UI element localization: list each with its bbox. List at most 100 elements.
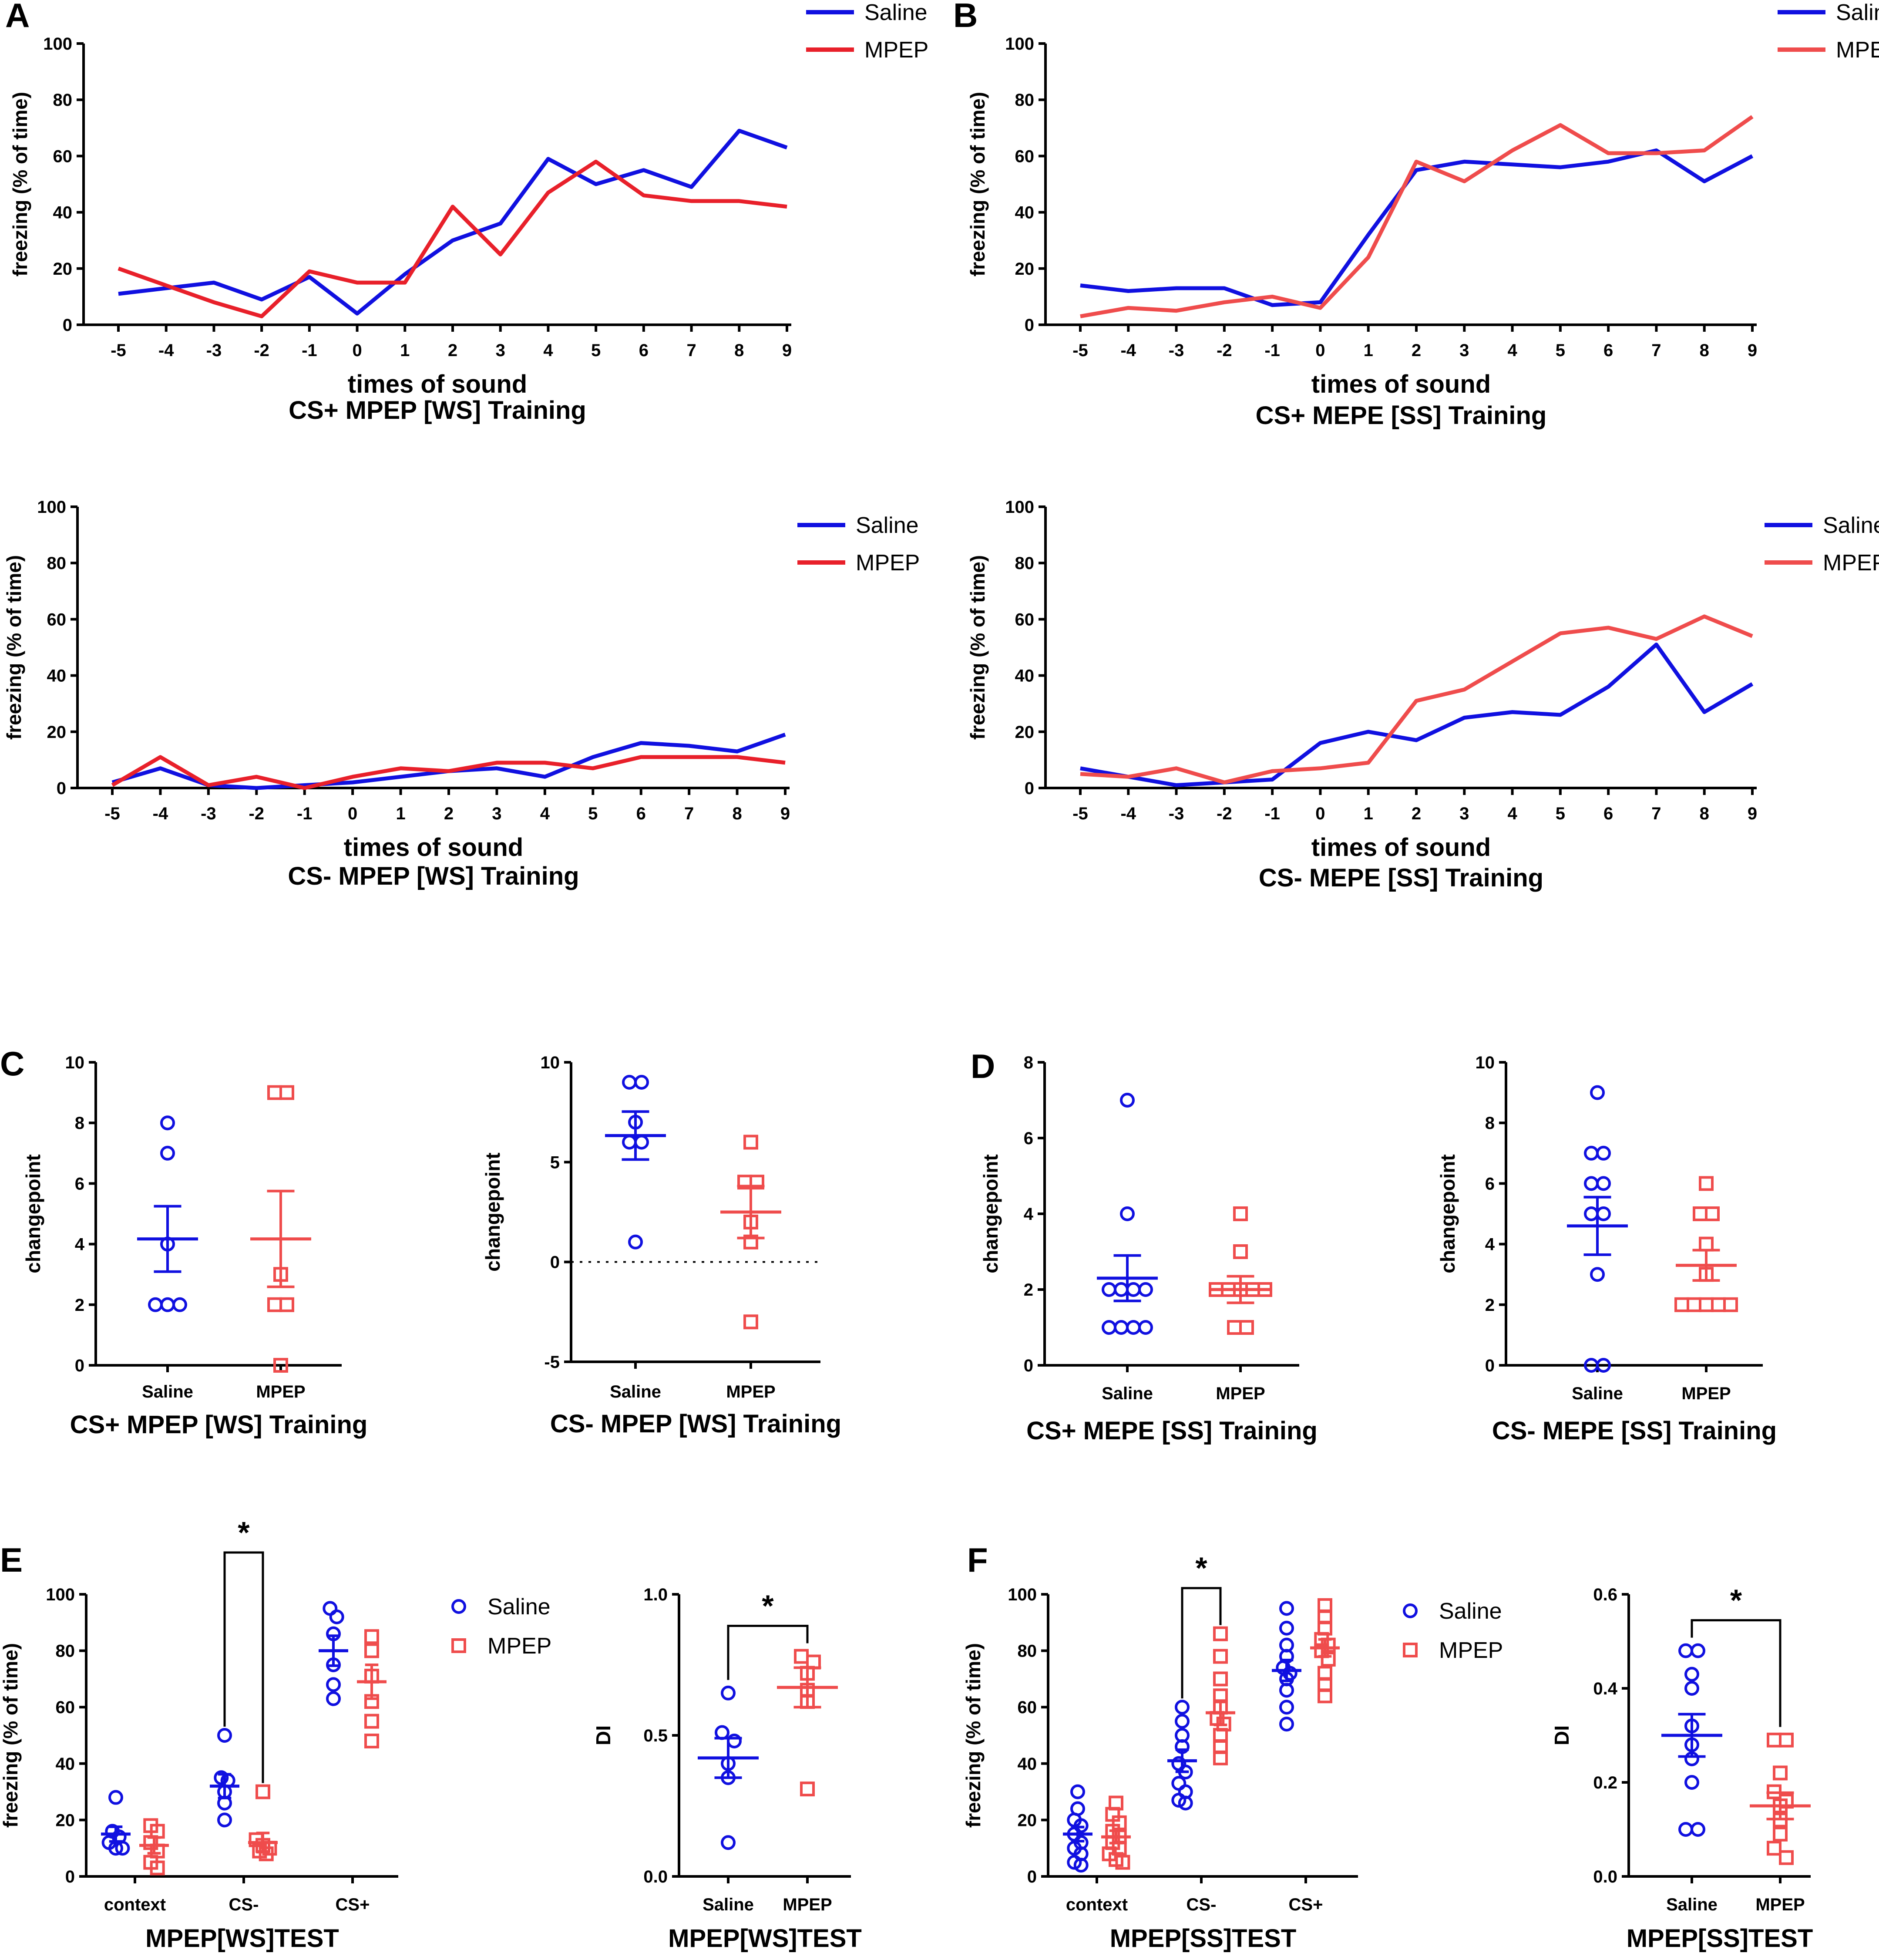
y-tick-label: -5 [544,1353,560,1372]
x-tick-label: 4 [540,804,550,823]
y-tick-label: 0.2 [1593,1773,1617,1792]
x-axis-title: times of sound [1311,370,1491,398]
y-tick-label: 20 [1018,1811,1037,1830]
data-point-square [259,1846,274,1862]
data-point-square [1773,1826,1788,1842]
data-point-square [1321,1652,1336,1667]
y-tick-label: 40 [47,667,67,686]
y-tick-label: 0 [65,1867,75,1886]
legend-label: MPEP [1439,1638,1503,1663]
chart-title: CS+ MEPE [SS] Training [1026,1417,1318,1445]
data-point-circle [1590,1267,1605,1282]
x-tick-label: 1 [400,341,410,360]
data-point-square [1687,1297,1701,1312]
chart-title: CS- MEPE [SS] Training [1259,864,1543,892]
data-point-square [1115,1855,1130,1870]
panel-letter: A [5,0,30,34]
y-axis-title: freezing (% of time) [966,555,989,740]
x-tick-label: 9 [780,804,790,823]
data-point-circle [1596,1206,1611,1221]
data-point-square [1227,1320,1242,1335]
panel-letter: B [953,0,978,34]
y-tick-label: 0 [1024,1356,1033,1375]
panel-letter: C [0,1044,24,1083]
x-tick-label: 3 [1459,804,1469,823]
data-point-square [451,1638,466,1653]
data-point-circle [329,1609,344,1624]
panel-letter: F [967,1541,988,1579]
x-tick-label: 8 [734,341,744,360]
dot-plot-f1: 0 20 40 60 80 100 freezing (% of time) context C… [962,1541,1503,1953]
series-line-saline [1080,643,1754,787]
x-tick-label: -5 [1072,804,1088,823]
legend-label: Saline [1439,1599,1502,1624]
x-tick-label: 9 [782,341,792,360]
y-tick-label: 80 [1015,554,1035,573]
data-point-circle [1279,1601,1294,1616]
legend-label: Saline [864,0,928,25]
x-tick-label: -4 [158,341,174,360]
data-point-circle [217,1812,232,1828]
data-point-circle [1102,1282,1116,1297]
chart-title: CS- MPEP [WS] Training [550,1410,841,1438]
y-tick-label: 80 [53,91,73,110]
data-point-square [255,1784,270,1799]
data-point-circle [1138,1320,1153,1335]
data-point-square [1213,1671,1228,1687]
data-point-circle [622,1074,637,1090]
y-axis-title: freezing (% of time) [962,1643,985,1828]
y-tick-label: 80 [47,554,67,573]
data-point-circle [1596,1176,1611,1191]
chart-title: CS- MEPE [SS] Training [1492,1417,1777,1445]
data-point-circle [1691,1822,1705,1837]
chart-title: CS+ MEPE [SS] Training [1256,401,1547,430]
y-tick-label: 10 [65,1053,85,1072]
dot-plot-e2: 0.0 0.5 1.0 DI Saline MPEP MPEP[WS]TEST * [592,1585,862,1953]
data-point-circle [1584,1206,1599,1221]
y-tick-label: 20 [47,723,67,742]
y-tick-label: 60 [1015,147,1035,166]
series-line-saline [118,128,788,316]
data-point-circle [1691,1643,1705,1658]
series-line-saline [1080,148,1754,307]
data-point-square [364,1733,379,1748]
legend-label: MPEP [864,37,928,63]
data-point-circle [1684,1667,1699,1682]
y-tick-label: 1.0 [643,1585,668,1604]
x-category-label: context [104,1895,166,1914]
x-tick-label: 2 [1412,341,1421,360]
significance-star: * [762,1589,774,1623]
x-tick-label: -1 [302,341,317,360]
y-tick-label: 0 [550,1253,560,1272]
data-point-square [1699,1297,1714,1312]
y-tick-label: 60 [56,1698,75,1717]
data-point-circle [1178,1795,1193,1811]
x-tick-label: 1 [1364,341,1373,360]
x-tick-label: 3 [496,341,505,360]
data-point-square [150,1860,165,1876]
x-tick-label: 6 [636,804,646,823]
data-point-circle [1067,1855,1082,1870]
x-tick-label: -2 [1217,341,1232,360]
data-point-circle [1114,1282,1129,1297]
data-point-circle [634,1074,649,1090]
y-tick-label: 20 [53,259,73,279]
x-tick-label: -1 [1264,341,1280,360]
data-point-circle [217,1728,232,1743]
y-tick-label: 2 [1024,1280,1033,1300]
y-tick-label: 0.0 [1593,1867,1617,1886]
data-point-square [1239,1320,1254,1335]
y-tick-label: 20 [1015,723,1035,742]
x-category-label: MPEP [1216,1384,1265,1403]
x-tick-label: 2 [448,341,457,360]
significance-star: * [1195,1551,1207,1585]
x-category-label: Saline [142,1382,193,1401]
significance-bracket [727,1625,809,1680]
data-point-circle [721,1685,736,1701]
data-point-circle [1120,1206,1135,1221]
y-axis-title: freezing (% of time) [966,92,989,276]
x-tick-label: -1 [297,804,313,823]
data-point-square [364,1629,379,1644]
x-category-label: Saline [703,1895,754,1914]
